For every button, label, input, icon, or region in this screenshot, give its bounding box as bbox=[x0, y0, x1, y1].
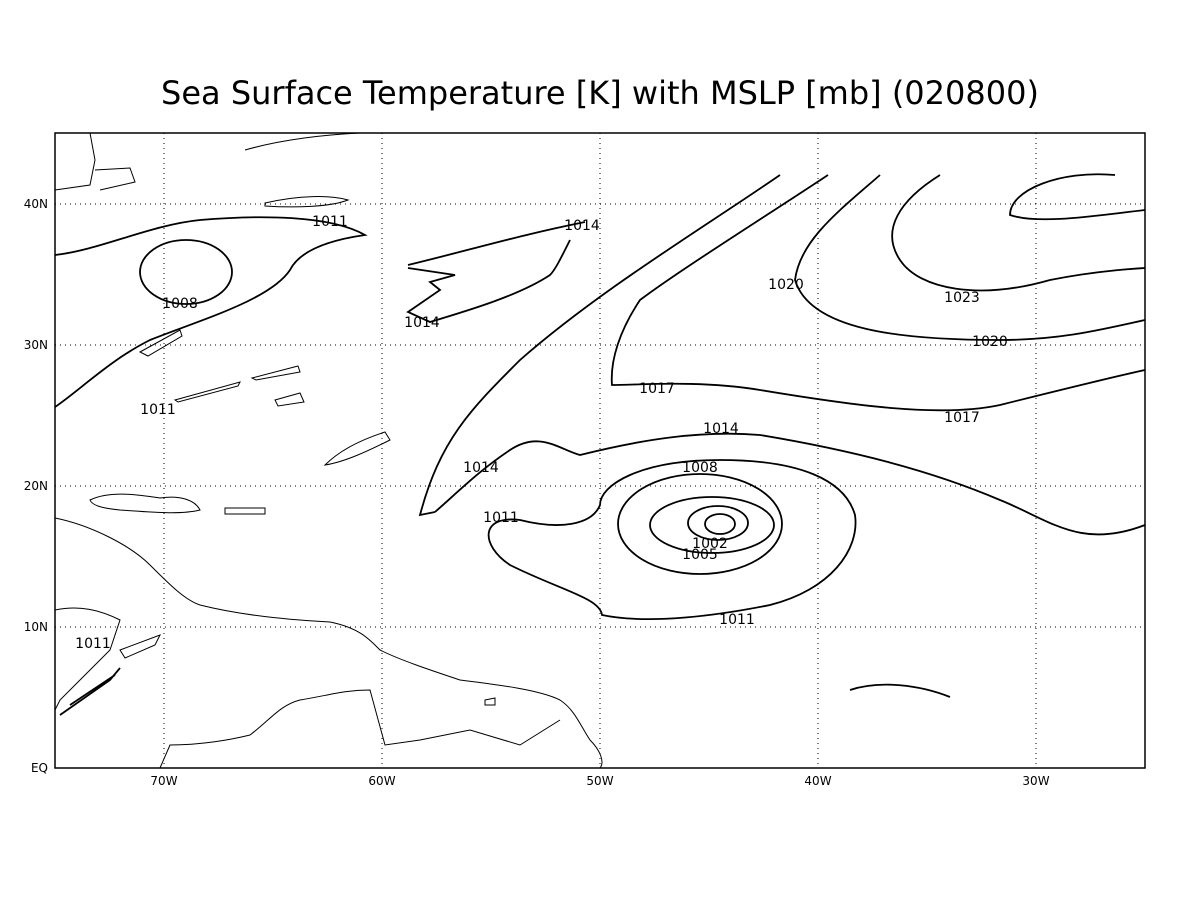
isobar bbox=[704, 513, 736, 535]
coastline bbox=[250, 365, 301, 381]
contour-label: 1017 bbox=[944, 410, 980, 426]
coastlines bbox=[54, 132, 603, 769]
contour-label: 1020 bbox=[768, 277, 804, 293]
y-tick-label: 20N bbox=[24, 479, 48, 493]
y-tick-label: 40N bbox=[24, 197, 48, 211]
isobar bbox=[406, 221, 586, 323]
isobar bbox=[649, 496, 775, 554]
contour-label: 1011 bbox=[719, 612, 755, 628]
coastline bbox=[119, 634, 162, 659]
isobar bbox=[54, 216, 368, 408]
contour-label: 1008 bbox=[162, 296, 198, 312]
grid bbox=[55, 133, 1145, 768]
y-tick-label: 30N bbox=[24, 338, 48, 352]
x-tick-label: 30W bbox=[1022, 774, 1049, 788]
map-frame bbox=[54, 132, 1146, 769]
coastline bbox=[54, 517, 603, 769]
x-tick-label: 60W bbox=[368, 774, 395, 788]
contour-label: 1002 bbox=[692, 536, 728, 552]
y-axis: EQ 10N 20N 30N 40N bbox=[24, 197, 48, 775]
contour-label: 1008 bbox=[682, 460, 718, 476]
coastline bbox=[54, 607, 121, 711]
coastline bbox=[173, 381, 241, 403]
coastline bbox=[159, 689, 561, 769]
contour-label: 1014 bbox=[703, 421, 739, 437]
y-tick-label: EQ bbox=[31, 761, 48, 775]
contour-label: 1011 bbox=[483, 510, 519, 526]
contour-label: 1017 bbox=[639, 381, 675, 397]
isobar bbox=[434, 432, 1146, 536]
coastline bbox=[484, 697, 496, 706]
contour-label: 1005 bbox=[682, 547, 718, 563]
y-tick-label: 10N bbox=[24, 620, 48, 634]
isobar bbox=[849, 683, 951, 698]
map-title: Sea Surface Temperature [K] with MSLP [m… bbox=[161, 74, 1039, 112]
coastline bbox=[89, 493, 201, 514]
isobar bbox=[139, 239, 233, 305]
isobars bbox=[54, 173, 1146, 716]
x-tick-label: 70W bbox=[150, 774, 177, 788]
isobar bbox=[794, 174, 1146, 341]
isobar bbox=[59, 667, 121, 716]
contour-label: 1020 bbox=[972, 334, 1008, 350]
contour-label: 1014 bbox=[404, 315, 440, 331]
contour-label: 1014 bbox=[463, 460, 499, 476]
contour-label: 1011 bbox=[140, 402, 176, 418]
isobar bbox=[418, 174, 781, 517]
contour-label: 1023 bbox=[944, 290, 980, 306]
isobar bbox=[610, 174, 1146, 412]
x-tick-label: 40W bbox=[804, 774, 831, 788]
isobar bbox=[617, 473, 783, 575]
isobar bbox=[891, 174, 1146, 292]
contour-label: 1011 bbox=[312, 214, 348, 230]
x-tick-label: 50W bbox=[586, 774, 613, 788]
coastline bbox=[323, 431, 391, 466]
coastline bbox=[54, 132, 361, 191]
coastline bbox=[264, 196, 350, 208]
contour-label: 1011 bbox=[75, 636, 111, 652]
coastline bbox=[138, 329, 183, 357]
coastline bbox=[274, 392, 305, 407]
coastline bbox=[224, 507, 266, 515]
isobar bbox=[1009, 173, 1146, 221]
isobar bbox=[487, 459, 857, 621]
x-axis: 70W 60W 50W 40W 30W bbox=[150, 774, 1049, 788]
isobar bbox=[687, 505, 749, 541]
contour-labels: 1011 1008 1011 1014 1014 1020 1023 1020 … bbox=[75, 214, 1008, 652]
contour-label: 1014 bbox=[564, 218, 600, 234]
